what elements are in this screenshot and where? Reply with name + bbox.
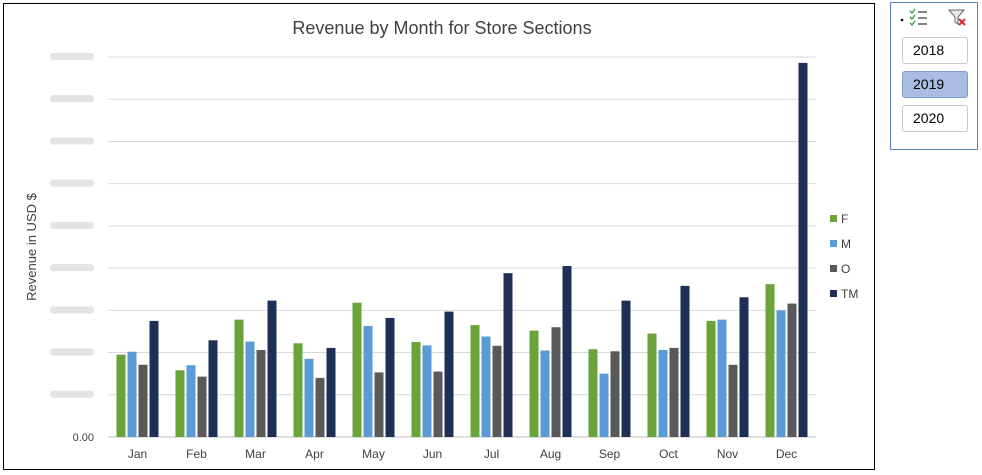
bar-tm-jan[interactable] <box>149 320 159 437</box>
y-tick-label-redacted <box>50 53 94 60</box>
y-tick-label-redacted <box>50 306 94 314</box>
x-tick-label: Jan <box>128 447 147 461</box>
bar-tm-feb[interactable] <box>208 340 218 437</box>
y-tick-label-redacted <box>50 95 94 103</box>
legend-label-f: F <box>841 212 848 226</box>
x-tick-label: Oct <box>659 447 678 461</box>
legend-label-m: M <box>841 237 851 251</box>
x-tick-label: Feb <box>186 447 207 461</box>
year-slicer: 2018 2019 2020 <box>890 2 978 150</box>
bar-o-may[interactable] <box>374 372 384 437</box>
bar-tm-jul[interactable] <box>503 273 513 437</box>
bar-tm-mar[interactable] <box>267 300 277 437</box>
bar-tm-may[interactable] <box>385 317 395 437</box>
bar-tm-apr[interactable] <box>326 347 336 437</box>
y-axis-label: Revenue in USD $ <box>24 192 39 300</box>
y-tick-label-redacted <box>50 179 94 187</box>
multi-select-button[interactable] <box>899 7 933 27</box>
legend-label-o: O <box>841 262 850 276</box>
bar-tm-jun[interactable] <box>444 311 454 437</box>
bar-m-mar[interactable] <box>245 341 255 437</box>
x-tick-label: Jun <box>423 447 442 461</box>
bar-f-aug[interactable] <box>529 330 539 437</box>
column-chart: Revenue by Month for Store Sections Reven… <box>24 18 858 461</box>
x-tick-label: Mar <box>245 447 266 461</box>
bar-o-feb[interactable] <box>197 376 207 437</box>
bar-f-dec[interactable] <box>765 284 775 437</box>
x-tick-label: Sep <box>599 447 621 461</box>
bar-f-sep[interactable] <box>588 349 598 437</box>
bar-f-oct[interactable] <box>647 333 657 437</box>
x-tick-label: Nov <box>717 447 738 461</box>
bar-tm-dec[interactable] <box>798 62 808 438</box>
y-tick-label-redacted <box>50 221 94 229</box>
bar-tm-sep[interactable] <box>621 300 631 437</box>
x-tick-label: Apr <box>305 447 324 461</box>
bar-o-nov[interactable] <box>728 364 738 437</box>
bar-m-oct[interactable] <box>658 350 668 437</box>
bar-f-nov[interactable] <box>706 320 716 437</box>
legend-label-tm: TM <box>841 287 858 301</box>
legend-swatch-f <box>830 215 837 222</box>
multi-select-icon <box>900 8 927 26</box>
bar-tm-nov[interactable] <box>739 297 749 437</box>
bar-o-jul[interactable] <box>492 345 502 437</box>
bar-tm-aug[interactable] <box>562 266 572 437</box>
legend-swatch-tm <box>830 290 837 297</box>
clear-filter-button[interactable] <box>947 7 969 29</box>
x-tick-label: Dec <box>776 447 797 461</box>
bar-m-jul[interactable] <box>481 336 491 437</box>
y-tick-label-redacted <box>50 348 94 356</box>
bar-o-jun[interactable] <box>433 371 443 437</box>
bar-o-apr[interactable] <box>315 377 325 437</box>
bar-m-nov[interactable] <box>717 319 727 437</box>
bar-f-may[interactable] <box>352 302 362 437</box>
bar-m-feb[interactable] <box>186 365 196 437</box>
slicer-item-2019[interactable]: 2019 <box>902 71 968 98</box>
bar-o-mar[interactable] <box>256 350 266 437</box>
bar-f-apr[interactable] <box>293 343 303 437</box>
y-tick-label: 0.00 <box>73 432 94 444</box>
clear-filter-icon <box>947 9 966 26</box>
y-tick-label-redacted <box>50 137 94 145</box>
bar-m-jun[interactable] <box>422 345 432 437</box>
y-tick-label-redacted <box>50 264 94 272</box>
legend-swatch-o <box>830 265 837 272</box>
bar-m-apr[interactable] <box>304 358 314 437</box>
bar-m-sep[interactable] <box>599 373 609 437</box>
legend-swatch-m <box>830 240 837 247</box>
bar-m-dec[interactable] <box>776 310 786 437</box>
bar-m-jan[interactable] <box>127 351 137 437</box>
bar-f-jan[interactable] <box>116 354 126 437</box>
bar-f-jul[interactable] <box>470 325 480 437</box>
x-tick-label: May <box>362 447 385 461</box>
slicer-item-2020[interactable]: 2020 <box>902 105 968 132</box>
bar-f-jun[interactable] <box>411 342 421 437</box>
bar-tm-oct[interactable] <box>680 285 690 437</box>
bar-f-feb[interactable] <box>175 370 185 437</box>
slicer-header <box>891 3 977 33</box>
bar-f-mar[interactable] <box>234 319 244 437</box>
bar-o-dec[interactable] <box>787 303 797 437</box>
bar-o-jan[interactable] <box>138 364 148 437</box>
chart-title: Revenue by Month for Store Sections <box>292 18 591 38</box>
x-tick-label: Jul <box>484 447 499 461</box>
bar-m-may[interactable] <box>363 325 373 437</box>
bar-o-aug[interactable] <box>551 327 561 437</box>
chart-area[interactable]: Revenue by Month for Store Sections Reven… <box>3 3 875 470</box>
bar-o-sep[interactable] <box>610 351 620 437</box>
bar-o-oct[interactable] <box>669 347 679 437</box>
slicer-item-2018[interactable]: 2018 <box>902 37 968 64</box>
bar-m-aug[interactable] <box>540 350 550 437</box>
x-tick-label: Aug <box>540 447 561 461</box>
y-tick-label-redacted <box>50 390 94 398</box>
